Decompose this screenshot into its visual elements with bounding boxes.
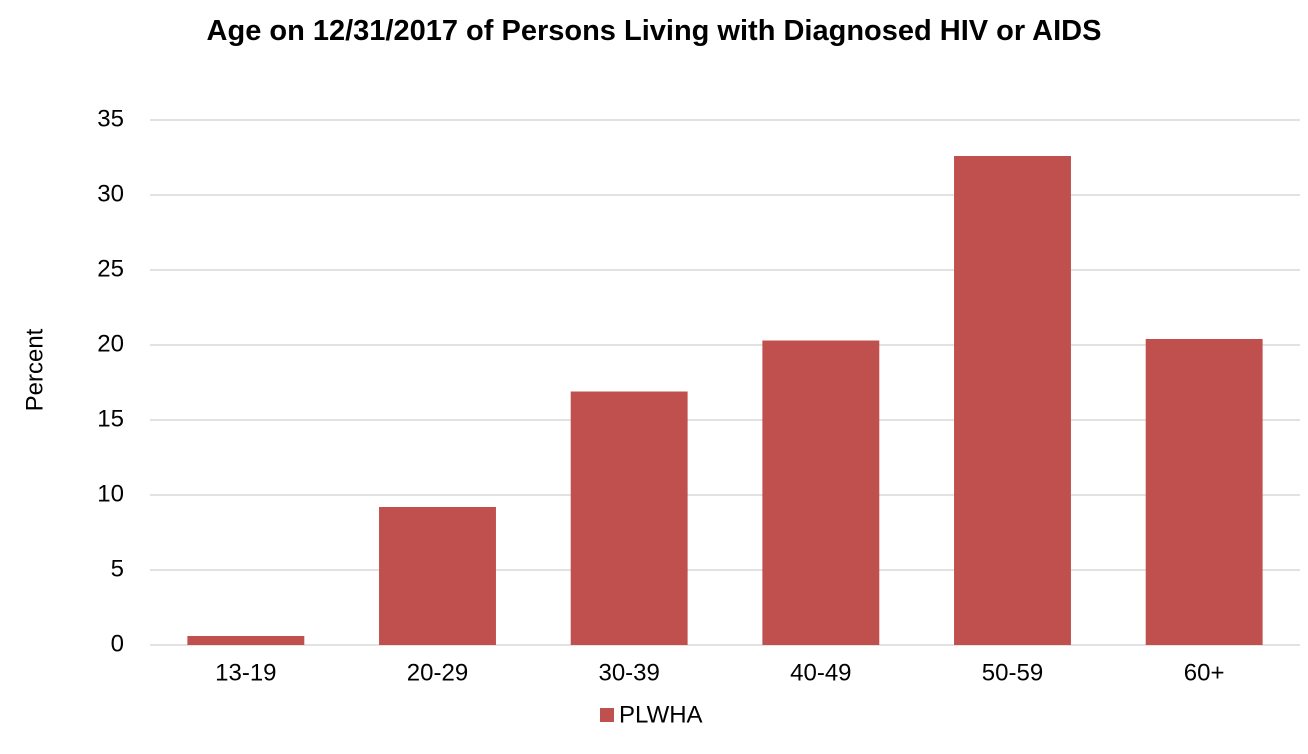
y-tick-label: 30 <box>97 180 124 207</box>
y-tick-label: 10 <box>97 480 124 507</box>
chart-title: Age on 12/31/2017 of Persons Living with… <box>206 15 1102 47</box>
y-tick-label: 0 <box>111 630 124 657</box>
x-tick-label: 30-39 <box>598 659 659 686</box>
x-tick-label: 60+ <box>1184 659 1225 686</box>
x-tick-label: 40-49 <box>790 659 851 686</box>
legend-label: PLWHA <box>619 701 703 728</box>
bar <box>570 391 688 645</box>
legend-swatch <box>600 708 614 722</box>
y-tick-label: 35 <box>97 105 124 132</box>
x-tick-label: 20-29 <box>407 659 468 686</box>
bar <box>954 156 1071 645</box>
y-axis-label: Percent <box>21 328 48 411</box>
bar <box>762 340 880 645</box>
y-tick-label: 15 <box>97 405 124 432</box>
x-tick-label: 13-19 <box>215 659 276 686</box>
y-tick-label: 5 <box>111 555 124 582</box>
bar <box>379 507 496 645</box>
bar <box>187 636 305 645</box>
y-tick-label: 20 <box>97 330 124 357</box>
bar <box>1145 339 1263 645</box>
y-tick-label: 25 <box>97 255 124 282</box>
x-tick-label: 50-59 <box>982 659 1043 686</box>
